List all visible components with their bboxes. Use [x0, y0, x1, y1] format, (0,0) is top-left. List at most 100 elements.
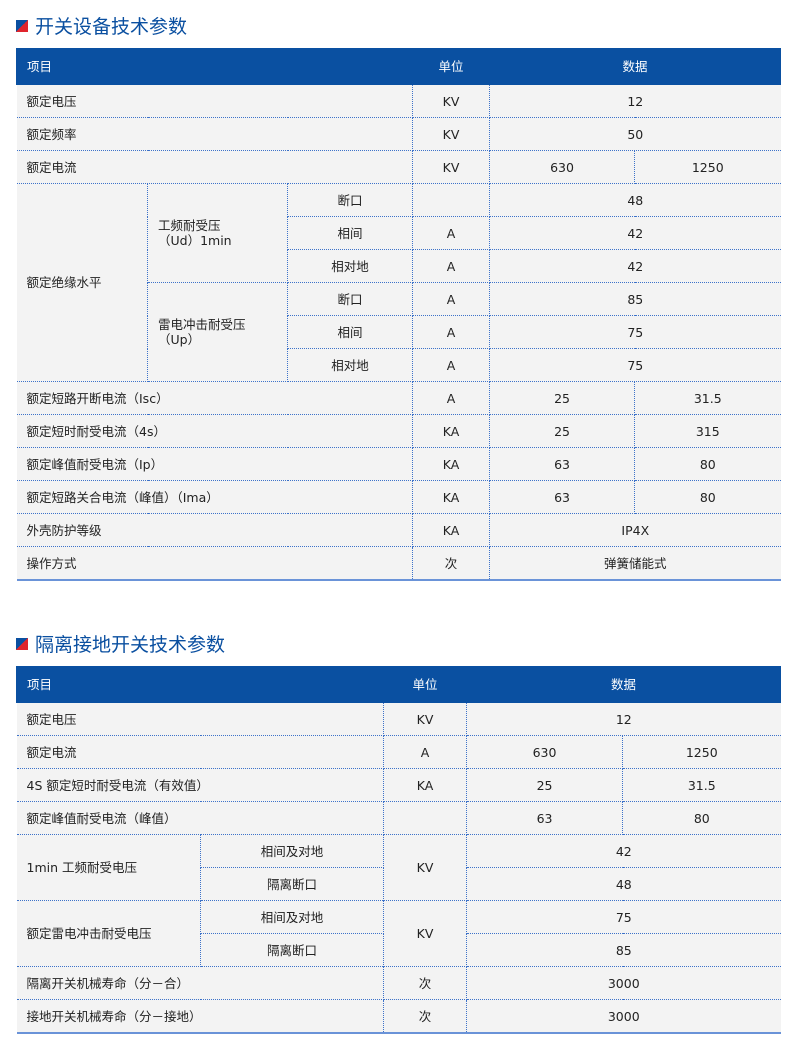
- cell: 额定电流: [16, 735, 385, 769]
- disconnector-table: 项目 单位 数据 额定电压 KV 12 额定电流 A 630 1250 4S 额定短时耐受电流…: [15, 666, 782, 1034]
- cell: 相间: [287, 315, 414, 349]
- cell: [412, 183, 491, 217]
- cell: 接地开关机械寿命（分－接地）: [16, 999, 385, 1034]
- cell: 12: [466, 702, 781, 736]
- cell: 63: [489, 447, 636, 481]
- cell: 额定频率: [16, 117, 414, 151]
- cell: 63: [466, 801, 624, 835]
- cell: 额定雷电冲击耐受电压: [16, 900, 201, 967]
- cell: KV: [412, 84, 491, 118]
- cell: 12: [489, 84, 781, 118]
- cell: 相间及对地: [199, 834, 385, 868]
- cell: 额定电流: [16, 150, 414, 184]
- cell: 4S 额定短时耐受电流（有效值）: [16, 768, 385, 802]
- cell: 相对地: [287, 249, 414, 283]
- cell: 额定短时耐受电流（4s）: [16, 414, 414, 448]
- cell: 80: [634, 447, 781, 481]
- table-row: 外壳防护等级 KA IP4X: [16, 513, 781, 547]
- cell: 次: [383, 999, 468, 1034]
- cell: 80: [634, 480, 781, 514]
- cell: 25: [466, 768, 624, 802]
- cell: A: [412, 315, 491, 349]
- table-row: 额定峰值耐受电流（峰值） 63 80: [16, 801, 781, 835]
- table-row: 额定雷电冲击耐受电压 相间及对地 KV 75: [16, 900, 781, 967]
- cell: 操作方式: [16, 546, 414, 581]
- section-title-disconnector: 隔离接地开关技术参数: [16, 630, 225, 657]
- cell: 630: [466, 735, 624, 769]
- cell: KV: [412, 150, 491, 184]
- cell: 额定峰值耐受电流（Ip）: [16, 447, 414, 481]
- table-header: 项目 单位 数据: [15, 48, 782, 85]
- cell: 工频耐受压 （Ud）1min: [147, 183, 288, 283]
- cell: 31.5: [622, 768, 781, 802]
- table-row: 额定峰值耐受电流（Ip） KA 63 80: [16, 447, 781, 481]
- cell: 弹簧储能式: [489, 546, 781, 581]
- table-row: 相间 A 75: [17, 315, 781, 349]
- cell: A: [412, 216, 491, 250]
- cell: 隔离断口: [200, 933, 385, 967]
- table-row: 额定频率 KV 50: [16, 117, 781, 151]
- cell: 42: [489, 249, 781, 283]
- cell: 85: [466, 933, 781, 967]
- cell: 断口: [286, 282, 414, 316]
- cell: 断口: [286, 183, 414, 217]
- cell: 3000: [466, 966, 781, 1000]
- flag-icon: [16, 637, 28, 650]
- cell: 额定电压: [16, 702, 385, 736]
- table-row: 额定电流 KV 630 1250: [16, 150, 781, 184]
- table-row: 额定电流 A 630 1250: [16, 735, 781, 769]
- cell: 隔离开关机械寿命（分－合）: [16, 966, 385, 1000]
- title-text: 隔离接地开关技术参数: [35, 634, 226, 656]
- cell: 48: [466, 867, 781, 901]
- cell: 1min 工频耐受电压: [16, 834, 201, 901]
- table-row: 雷电冲击耐受压 （Up） 断口 A 85: [17, 282, 781, 382]
- table-header: 项目 单位 数据: [15, 666, 782, 703]
- cell: 25: [489, 414, 636, 448]
- cell: KV: [383, 702, 468, 736]
- cell: KA: [412, 414, 491, 448]
- header-data: 数据: [466, 666, 782, 703]
- table-row: 额定电压 KV 12: [16, 702, 781, 736]
- table-row: 额定短路关合电流（峰值）（Ima） KA 63 80: [16, 480, 781, 514]
- cell: KV: [383, 900, 468, 967]
- cell: 次: [412, 546, 491, 581]
- table-row: 额定绝缘水平 工频耐受压 （Ud）1min 断口 48: [16, 183, 781, 382]
- header-unit: 单位: [412, 48, 491, 85]
- cell: 额定绝缘水平: [16, 183, 148, 382]
- cell: IP4X: [489, 513, 781, 547]
- table-row: 额定短路开断电流（Isc） A 25 31.5: [16, 381, 781, 415]
- cell: A: [412, 348, 491, 382]
- cell: 额定短路开断电流（Isc）: [16, 381, 414, 415]
- cell: 80: [622, 801, 781, 835]
- cell: 25: [489, 381, 636, 415]
- cell: A: [412, 282, 491, 316]
- switchgear-table: 项目 单位 数据 额定电压 KV 12 额定频率 KV 50 额定电流 KV 630 1250 额…: [15, 48, 782, 581]
- cell: 相对地: [287, 348, 414, 382]
- cell: 额定峰值耐受电流（峰值）: [16, 801, 385, 835]
- cell: 相间及对地: [199, 900, 385, 934]
- cell: 外壳防护等级: [16, 513, 414, 547]
- cell: A: [383, 735, 468, 769]
- cell: KA: [412, 480, 491, 514]
- cell: 75: [489, 315, 781, 349]
- cell: 63: [489, 480, 636, 514]
- cell: 75: [489, 348, 781, 382]
- cell: 315: [634, 414, 781, 448]
- cell: KV: [412, 117, 491, 151]
- header-item: 项目: [15, 48, 414, 85]
- cell: A: [412, 249, 491, 283]
- table-row: 操作方式次弹簧储能式: [16, 546, 781, 581]
- cell: 3000: [466, 999, 781, 1034]
- title-text: 开关设备技术参数: [35, 16, 188, 38]
- header-data: 数据: [489, 48, 782, 85]
- cell: 隔离断口: [200, 867, 385, 901]
- cell: KA: [412, 447, 491, 481]
- flag-icon: [16, 19, 28, 32]
- cell: KV: [383, 834, 468, 901]
- cell: KA: [383, 768, 468, 802]
- table-row: 接地开关机械寿命（分－接地）次 3000: [16, 999, 781, 1034]
- cell: 额定短路关合电流（峰值）（Ima）: [16, 480, 414, 514]
- table-row: 隔离开关机械寿命（分－合）次 3000: [16, 966, 781, 1000]
- cell: 50: [489, 117, 781, 151]
- cell: 额定电压: [16, 84, 414, 118]
